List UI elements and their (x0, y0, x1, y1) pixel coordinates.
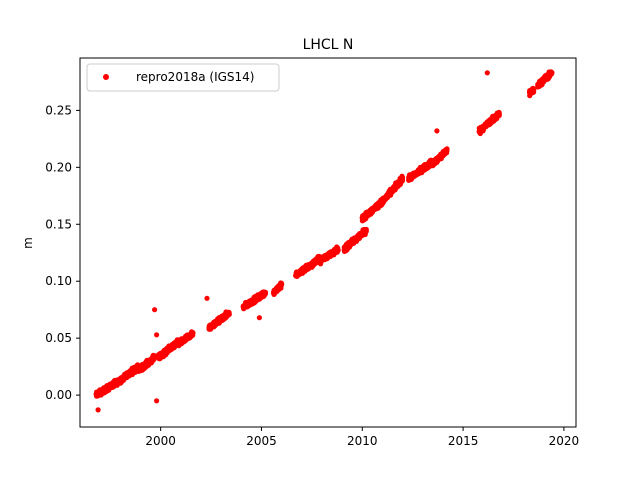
chart-title: LHCL N (303, 37, 354, 53)
x-tick-label: 2020 (549, 434, 580, 448)
y-tick-label: 0.00 (45, 388, 72, 402)
x-tick-label: 2010 (347, 434, 378, 448)
x-tick-label: 2015 (448, 434, 479, 448)
data-point (400, 175, 406, 181)
y-tick-label: 0.20 (45, 160, 72, 174)
data-point-outlier (434, 128, 440, 134)
data-point (363, 228, 369, 234)
data-point (279, 281, 285, 287)
y-tick-label: 0.25 (45, 103, 72, 117)
x-tick-label: 2005 (246, 434, 277, 448)
data-point-outlier (204, 295, 210, 301)
legend: repro2018a (IGS14) (86, 63, 280, 92)
points-layer (93, 69, 555, 413)
legend-box (86, 63, 280, 92)
data-point-outlier (256, 315, 262, 321)
x-tick-label: 2000 (145, 434, 176, 448)
data-point (335, 247, 341, 253)
data-point-outlier (484, 70, 490, 76)
data-point-outlier (531, 87, 537, 93)
axes-layer: 2000 2005 2010 2015 2020 0.00 0.05 0.10 0.15 0.20… (45, 57, 580, 448)
data-point (152, 353, 158, 359)
data-point-outlier (154, 332, 160, 338)
data-point (262, 289, 269, 295)
y-tick-label: 0.10 (45, 274, 72, 288)
plot-frame (79, 57, 577, 428)
data-point (444, 146, 450, 152)
legend-marker (103, 74, 109, 80)
y-axis-label: m (21, 237, 35, 249)
data-point (190, 330, 196, 336)
data-point-outlier (152, 307, 158, 313)
y-tick-label: 0.05 (45, 331, 72, 345)
legend-label: repro2018a (IGS14) (136, 70, 254, 84)
data-point (549, 70, 555, 76)
data-point (226, 311, 232, 317)
y-tick-label: 0.15 (45, 217, 72, 231)
data-point-outlier (154, 398, 160, 404)
data-point (496, 112, 502, 118)
series-repro2018a (93, 69, 555, 413)
data-point-outlier (95, 407, 101, 413)
